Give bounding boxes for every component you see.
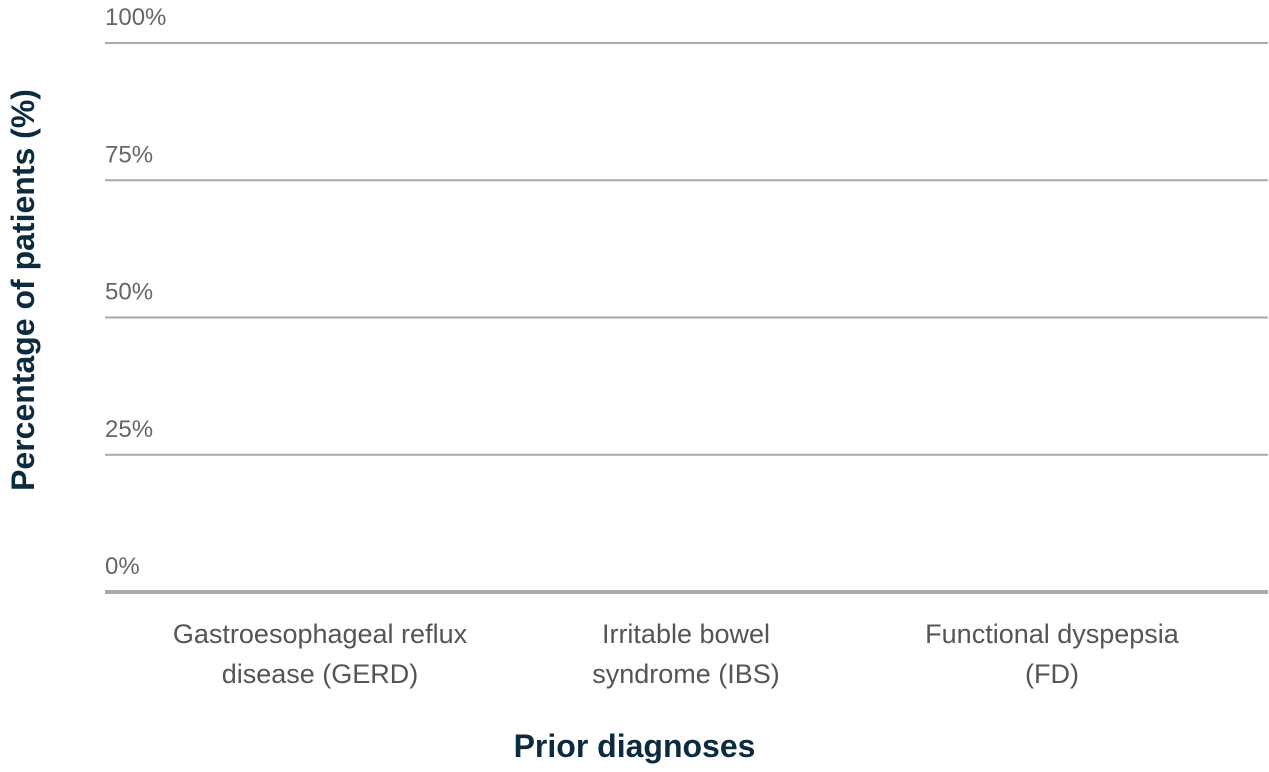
y-tick-label: 50% <box>105 279 153 306</box>
x-tick-label: Irritable bowel syndrome (IBS) <box>592 619 780 689</box>
y-tick-label: 0% <box>105 553 140 580</box>
y-tick-label: 25% <box>105 416 153 443</box>
x-tick-label: Gastroesophageal reflux disease (GERD) <box>172 619 468 689</box>
y-tick-label: 75% <box>105 141 153 168</box>
y-axis-title: Percentage of patients (%) <box>5 89 41 491</box>
x-tick-label: Functional dyspepsia (FD) <box>925 619 1179 689</box>
y-tick-label: 100% <box>105 4 166 31</box>
x-axis-title: Prior diagnoses <box>513 728 756 764</box>
